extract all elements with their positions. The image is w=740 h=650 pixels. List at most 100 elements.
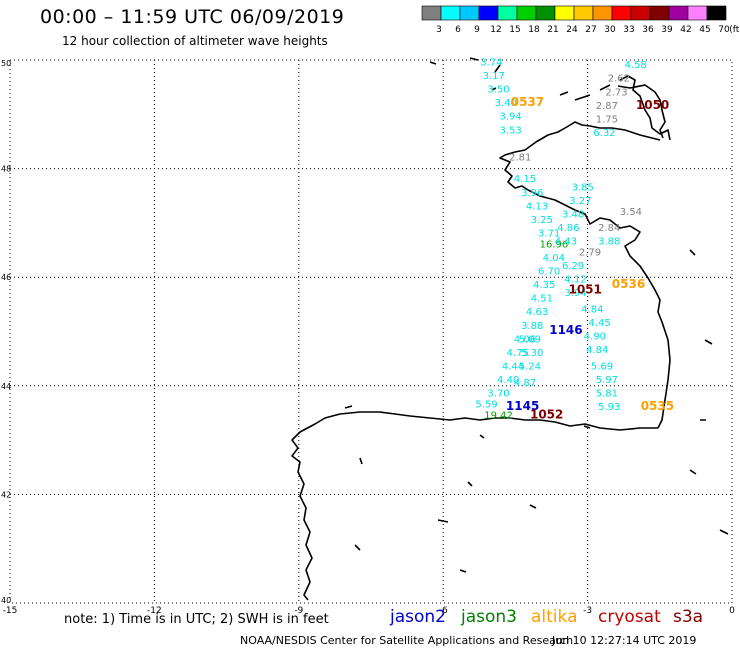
wave-height-label: 2.79 bbox=[579, 247, 601, 258]
pass-time-label: 0537 bbox=[511, 95, 544, 109]
wave-height-label: 2.73 bbox=[605, 87, 627, 98]
colorbar-label: 18 bbox=[528, 25, 540, 35]
footer-timestamp: Jun 10 12:27:14 UTC 2019 bbox=[552, 634, 697, 647]
wave-height-label: 5.24 bbox=[519, 362, 541, 373]
wave-height-label: 6.32 bbox=[593, 128, 615, 139]
plot-frame bbox=[9, 59, 733, 604]
footer-credit: NOAA/NESDIS Center for Satellite Applica… bbox=[240, 634, 574, 647]
wave-height-label: 3.94 bbox=[564, 288, 586, 299]
legend-altika: altika bbox=[531, 607, 578, 627]
colorbar-label: 9 bbox=[474, 25, 480, 35]
colorbar-label: 39 bbox=[661, 25, 673, 35]
lat-tick-label: 48 bbox=[1, 165, 11, 174]
wave-height-label: 3.17 bbox=[483, 71, 505, 82]
wave-height-label: 4.90 bbox=[584, 332, 606, 343]
wave-height-label: 5.09 bbox=[519, 334, 541, 345]
wave-height-label: 4.44 bbox=[502, 362, 524, 373]
wave-height-label: 5.81 bbox=[596, 389, 618, 400]
lat-tick-label: 40 bbox=[1, 596, 11, 605]
grid bbox=[9, 59, 733, 604]
page-subtitle: 12 hour collection of altimeter wave hei… bbox=[62, 34, 328, 48]
colorbar-label: 42 bbox=[680, 25, 691, 35]
coastline-cotentin bbox=[619, 75, 671, 141]
wave-height-label: 6.70 bbox=[538, 266, 560, 277]
wave-height-label: 3.40 bbox=[495, 98, 517, 109]
wave-height-label: 6.29 bbox=[562, 261, 584, 272]
colorbar-label: 70 bbox=[718, 25, 730, 35]
wave-height-label: 3.70 bbox=[487, 389, 509, 400]
wave-height-label: 4.04 bbox=[543, 253, 565, 264]
wave-height-label: 4.12 bbox=[564, 275, 586, 286]
wave-height-label: 4.58 bbox=[625, 60, 647, 71]
lat-tick-label: 44 bbox=[1, 382, 11, 391]
lon-tick-label: 0 bbox=[729, 606, 735, 616]
lat-tick-label: 42 bbox=[1, 490, 11, 499]
wave-height-label: 2.84 bbox=[598, 223, 620, 234]
colorbar-label: 12 bbox=[490, 25, 501, 35]
pass-time-label: 1052 bbox=[530, 407, 563, 421]
wave-height-label: 4.15 bbox=[514, 174, 536, 185]
colorbar-unit: (ft) bbox=[729, 25, 740, 35]
wave-height-label: 4.87 bbox=[514, 378, 536, 389]
wave-height-label: 3.25 bbox=[531, 215, 553, 226]
pass-time-label: 1145 bbox=[506, 399, 539, 413]
wave-height-label: 4.75 bbox=[507, 348, 529, 359]
colorbar-label: 15 bbox=[509, 25, 520, 35]
wave-height-label: 4.63 bbox=[526, 307, 548, 318]
pass-time-label: 1050 bbox=[636, 98, 669, 112]
pass-time-label: 0535 bbox=[641, 399, 674, 413]
wave-height-label: 2.87 bbox=[596, 101, 618, 112]
wave-height-label: 3.85 bbox=[572, 182, 594, 193]
pass-time-label: 1051 bbox=[568, 282, 601, 296]
wave-height-label: 3.54 bbox=[620, 207, 642, 218]
colorbar-label: 30 bbox=[604, 25, 616, 35]
axes: -15 -12 -9 -6 -3 0 50 48 46 44 42 40 bbox=[1, 59, 735, 616]
page-title: 00:00 – 11:59 UTC 06/09/2019 bbox=[40, 6, 345, 28]
wave-height-label: 3.53 bbox=[499, 125, 521, 136]
wave-height-label: 16.96 bbox=[540, 239, 569, 250]
colorbar-label: 45 bbox=[699, 25, 710, 35]
wave-height-label: 1.75 bbox=[596, 114, 618, 125]
legend-jason2: jason2 bbox=[390, 607, 446, 627]
wave-height-label: 4.35 bbox=[533, 280, 555, 291]
wave-height-label: 19.42 bbox=[484, 410, 513, 421]
wave-height-label: 4.51 bbox=[531, 294, 553, 305]
wave-height-label: 5.93 bbox=[598, 402, 620, 413]
lat-tick-label: 50 bbox=[1, 59, 11, 68]
wave-height-label: 3.27 bbox=[569, 196, 591, 207]
colorbar-label: 36 bbox=[642, 25, 654, 35]
legend-s3a: s3a bbox=[673, 607, 704, 627]
wave-height-label: 3.74 bbox=[480, 57, 502, 68]
lon-tick-label: -3 bbox=[583, 606, 592, 616]
lon-tick-label: -15 bbox=[3, 606, 18, 616]
wave-height-label: 4.84 bbox=[581, 304, 603, 315]
lon-tick-label: -12 bbox=[147, 606, 162, 616]
observations: 3.74 3.17 3.50 3.40 3.94 3.53 0537 4.58 2.62 2.73… bbox=[475, 57, 674, 421]
note-text: note: 1) Time is in UTC; 2) SWH is in fe… bbox=[64, 612, 329, 627]
coastline bbox=[291, 57, 729, 601]
pass-time-label: 1146 bbox=[549, 323, 582, 337]
wave-height-label: 5.59 bbox=[475, 400, 497, 411]
colorbar-label: 3 bbox=[436, 25, 442, 35]
colorbar-label: 33 bbox=[623, 25, 634, 35]
wave-height-label: 4.06 bbox=[514, 334, 536, 345]
colorbar-swatch bbox=[706, 5, 727, 21]
pass-time-label: 0536 bbox=[612, 277, 645, 291]
wave-height-label: 4.40 bbox=[497, 375, 519, 386]
colorbar-label: 21 bbox=[547, 25, 558, 35]
coastline-brittany-south bbox=[527, 189, 671, 429]
colorbar-label: 6 bbox=[455, 25, 461, 35]
wave-height-label: 2.62 bbox=[608, 74, 630, 85]
wave-height-label: 2.81 bbox=[509, 152, 531, 163]
wave-height-label: 3.71 bbox=[538, 228, 560, 239]
wave-height-label: 4.13 bbox=[526, 201, 548, 212]
colorbar-label: 27 bbox=[585, 25, 596, 35]
wave-height-label: 5.30 bbox=[521, 348, 543, 359]
wave-height-label: 5.69 bbox=[591, 362, 613, 373]
wave-height-label: 3.50 bbox=[487, 85, 509, 96]
legend-jason3: jason3 bbox=[461, 607, 517, 627]
coastline-brittany-north bbox=[499, 121, 661, 191]
colorbar-label: 24 bbox=[566, 25, 578, 35]
